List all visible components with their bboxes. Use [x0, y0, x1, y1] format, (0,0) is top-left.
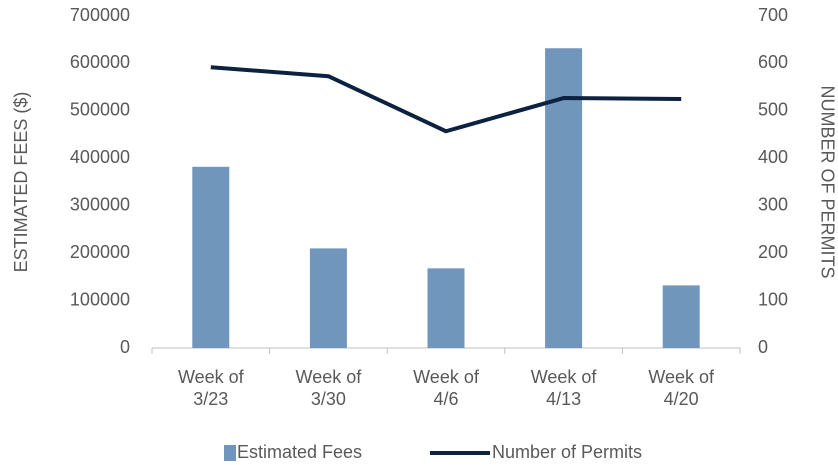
- x-tick-label: Week of 4/6: [413, 367, 479, 409]
- x-tick-label: Week of 3/23: [177, 367, 244, 409]
- y-axis-title: ESTIMATED FEES ($): [11, 92, 31, 273]
- legend-swatch: [224, 445, 236, 461]
- bar: [192, 166, 230, 348]
- y2-tick-label: 300: [758, 194, 788, 214]
- y2-axis-title: NUMBER OF PERMITS: [817, 85, 837, 278]
- y-tick-label: 700000: [70, 5, 130, 25]
- y2-tick-label: 500: [758, 100, 788, 120]
- bar: [545, 48, 583, 348]
- line: [210, 65, 682, 134]
- x-tick-label: Week of 3/30: [295, 367, 362, 409]
- y2-tick-label: 700: [758, 5, 788, 25]
- y-tick-label: 600000: [70, 52, 130, 72]
- y-tick-label: 500000: [70, 100, 130, 120]
- legend-label: Number of Permits: [492, 442, 642, 462]
- x-tick-label: Week of 4/20: [648, 367, 715, 409]
- y-tick-label: 0: [120, 337, 130, 357]
- y2-tick-label: 400: [758, 147, 788, 167]
- y-tick-label: 400000: [70, 147, 130, 167]
- y2-tick-label: 200: [758, 242, 788, 262]
- bar: [427, 268, 465, 348]
- legend-label: Estimated Fees: [237, 442, 362, 462]
- bar: [309, 248, 347, 348]
- y-tick-label: 100000: [70, 289, 130, 309]
- bar: [662, 285, 700, 348]
- y2-tick-label: 0: [758, 337, 768, 357]
- y-tick-label: 300000: [70, 194, 130, 214]
- x-tick-label: Week of 4/13: [530, 367, 597, 409]
- y2-tick-label: 100: [758, 289, 788, 309]
- y2-tick-label: 600: [758, 52, 788, 72]
- y-tick-label: 200000: [70, 242, 130, 262]
